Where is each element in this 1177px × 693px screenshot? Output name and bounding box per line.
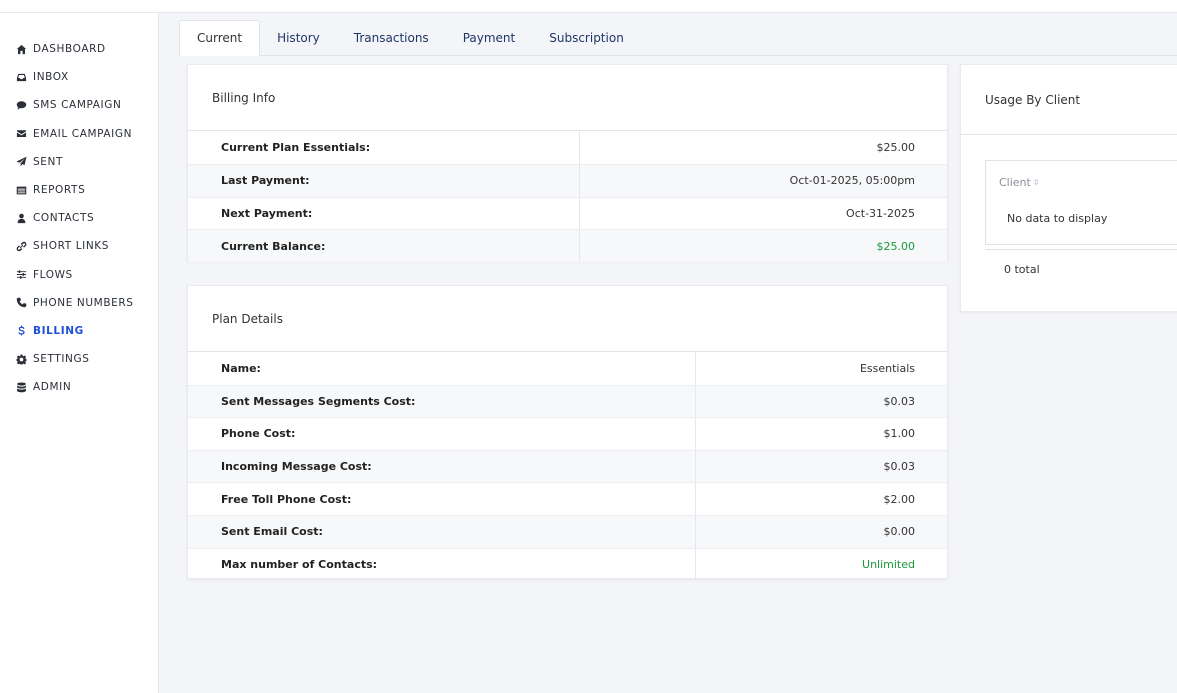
row-label: Name: [188,352,696,385]
table-row: Max number of Contacts: Unlimited [188,547,947,581]
paper-plane-icon [15,156,28,168]
sidebar-item-label: PHONE NUMBERS [33,296,134,309]
row-label: Next Payment: [188,197,580,230]
billing-info-card: Billing Info Current Plan Essentials: $2… [187,64,948,262]
client-column-header[interactable]: Client ⇳ [986,161,1177,203]
sidebar-item-label: EMAIL CAMPAIGN [33,127,133,140]
column-label: Client [999,175,1031,189]
tab-transactions[interactable]: Transactions [353,30,429,45]
row-value: $1.00 [883,427,916,441]
plan-details-card: Plan Details Name: Essentials Sent Messa… [187,285,948,581]
sidebar-item-label: SETTINGS [33,353,90,366]
table-row: Sent Email Cost: $0.00 [188,514,947,548]
sidebar-item-label: INBOX [33,71,69,84]
sidebar-item-label: SHORT LINKS [33,240,110,253]
sidebar-item-label: ADMIN [33,381,72,394]
sidebar-item-label: DASHBOARD [33,43,106,56]
gear-icon [15,353,28,365]
dollar-icon [15,325,28,337]
sidebar-item-billing[interactable]: BILLING [0,317,158,345]
sidebar-item-label: CONTACTS [33,212,95,225]
total-count: 0 total [1004,263,1040,276]
chat-bubble-icon [15,99,28,111]
home-icon [15,43,28,55]
sidebar-item-admin[interactable]: ADMIN [0,373,158,401]
row-label: Max number of Contacts: [188,548,696,581]
sidebar-item-settings[interactable]: SETTINGS [0,345,158,373]
divider [985,249,1177,250]
sliders-icon [15,269,28,281]
list-icon [15,184,28,196]
row-label: Last Payment: [188,164,580,197]
sort-icon: ⇳ [1032,177,1040,187]
max-contacts-value: Unlimited [862,557,915,571]
card-title: Billing Info [188,65,947,131]
table-row: Last Payment: Oct-01-2025, 05:00pm [188,163,947,197]
table-row: Phone Cost: $1.00 [188,417,947,450]
link-icon [15,240,28,252]
table-row: Current Balance: $25.00 [188,229,947,262]
table-row: Incoming Message Cost: $0.03 [188,449,947,483]
usage-table: Client ⇳ No data to display [985,160,1177,245]
row-label: Phone Cost: [188,418,696,450]
row-label: Incoming Message Cost: [188,450,696,483]
sidebar-item-inbox[interactable]: INBOX [0,63,158,91]
sidebar-item-label: REPORTS [33,184,86,197]
current-balance-value: $25.00 [876,239,916,253]
tab-payment[interactable]: Payment [462,30,516,45]
row-value: Oct-01-2025, 05:00pm [789,174,915,188]
table-row: Current Plan Essentials: $25.00 [188,131,947,164]
sidebar-item-sent[interactable]: SENT [0,148,158,176]
usage-by-client-card: Usage By Client Client ⇳ No data to disp… [960,64,1177,312]
table-row: Free Toll Phone Cost: $2.00 [188,482,947,515]
sidebar-item-label: FLOWS [33,268,73,281]
empty-state: No data to display [1007,212,1108,225]
sidebar-item-sms-campaign[interactable]: SMS CAMPAIGN [0,91,158,119]
sidebar-item-label: SMS CAMPAIGN [33,99,122,112]
sidebar-item-label: SENT [33,155,63,168]
row-label: Current Balance: [188,230,580,262]
sidebar-item-flows[interactable]: FLOWS [0,261,158,289]
row-label: Current Plan Essentials: [188,131,580,164]
billing-tabs: Current History Transactions Payment Sub… [179,20,1177,56]
sidebar-item-contacts[interactable]: CONTACTS [0,204,158,232]
phone-icon [15,297,28,309]
inbox-icon [15,71,28,83]
sidebar-item-email-campaign[interactable]: EMAIL CAMPAIGN [0,120,158,148]
sidebar-item-phone-numbers[interactable]: PHONE NUMBERS [0,289,158,317]
card-title: Usage By Client [961,65,1177,135]
sidebar: DASHBOARD INBOX SMS CAMPAIGN EMAIL CAMPA… [0,13,159,693]
sidebar-item-label: BILLING [33,324,84,337]
sidebar-item-short-links[interactable]: SHORT LINKS [0,232,158,260]
envelope-icon [15,128,28,140]
row-value: Oct-31-2025 [846,206,915,220]
table-row: Sent Messages Segments Cost: $0.03 [188,384,947,418]
row-value: $25.00 [876,140,916,154]
row-label: Free Toll Phone Cost: [188,483,696,515]
sidebar-item-reports[interactable]: REPORTS [0,176,158,204]
table-row: Next Payment: Oct-31-2025 [188,196,947,230]
database-icon [15,381,28,393]
row-value: $0.03 [883,394,916,408]
row-value: Essentials [859,361,915,375]
tab-current[interactable]: Current [179,20,261,56]
card-title: Plan Details [188,286,947,352]
sidebar-item-dashboard[interactable]: DASHBOARD [0,35,158,63]
tab-history[interactable]: History [277,30,320,45]
row-value: $0.00 [883,525,916,539]
table-row: Name: Essentials [188,352,947,385]
row-value: $2.00 [883,492,916,506]
row-value: $0.03 [883,460,916,474]
row-label: Sent Email Cost: [188,515,696,548]
row-label: Sent Messages Segments Cost: [188,385,696,418]
top-bar [0,0,1177,13]
tab-subscription[interactable]: Subscription [549,30,624,45]
user-icon [15,212,28,224]
